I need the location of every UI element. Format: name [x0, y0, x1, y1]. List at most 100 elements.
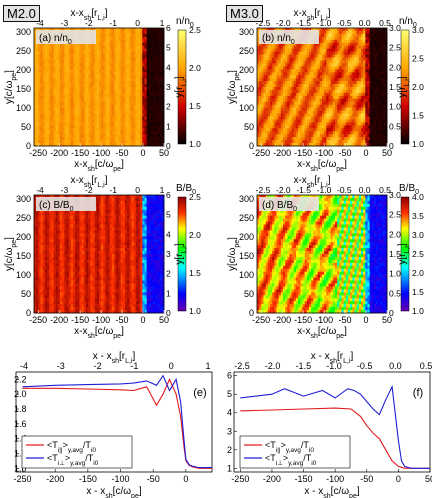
heatmap-cell — [70, 78, 74, 82]
heatmap-cell — [278, 57, 282, 61]
heatmap-cell — [140, 36, 143, 41]
heatmap-cell — [90, 107, 93, 111]
heatmap-cell — [129, 84, 132, 88]
heatmap-cell — [133, 122, 137, 126]
y-tick-label: 150 — [239, 84, 254, 94]
heatmap-cell — [363, 107, 366, 111]
heatmap-cell — [376, 113, 379, 117]
heatmap-cell — [79, 140, 82, 144]
heatmap-cell — [92, 51, 95, 55]
heatmap-cell — [365, 78, 368, 82]
heatmap-cell — [274, 57, 277, 61]
heatmap-cell — [363, 128, 366, 132]
heatmap-cell — [356, 28, 360, 32]
heatmap-cell — [112, 137, 115, 141]
heatmap-cell — [92, 125, 95, 129]
heatmap-cell — [335, 128, 338, 132]
heatmap-cell — [86, 81, 89, 85]
heatmap-cell — [280, 81, 284, 85]
heatmap-cell — [94, 125, 98, 129]
heatmap-cell — [367, 42, 370, 46]
heatmap-cell — [298, 48, 301, 52]
heatmap-cell — [324, 134, 327, 138]
heatmap-cell — [302, 98, 305, 103]
heatmap-cell — [354, 84, 357, 88]
heatmap-cell — [343, 45, 347, 49]
heatmap-cell — [94, 66, 98, 70]
heatmap-cell — [335, 72, 338, 76]
heatmap-cell — [64, 92, 67, 97]
heatmap-cell — [105, 140, 108, 144]
heatmap-cell — [309, 122, 312, 126]
heatmap-cell — [155, 63, 158, 67]
heatmap-cell — [330, 87, 334, 91]
heatmap-cell — [77, 95, 80, 100]
heatmap-cell — [125, 81, 128, 85]
heatmap-cell — [79, 107, 82, 111]
heatmap-cell — [285, 45, 288, 49]
heatmap-cell — [309, 72, 312, 76]
heatmap-cell — [309, 66, 312, 70]
heatmap-cell — [313, 51, 316, 55]
heatmap-cell — [42, 78, 46, 82]
heatmap-cell — [44, 140, 48, 144]
heatmap-cell — [73, 87, 76, 91]
heatmap-cell — [304, 98, 308, 103]
heatmap-cell — [144, 137, 147, 141]
heatmap-cell — [53, 107, 56, 111]
heatmap-cell — [125, 95, 128, 100]
heatmap-cell — [49, 57, 52, 61]
heatmap-cell — [138, 28, 141, 32]
heatmap-cell — [367, 125, 370, 129]
y-tick-label: 300 — [16, 27, 31, 37]
heatmap-cell — [350, 42, 353, 46]
heatmap-cell — [356, 87, 360, 91]
heatmap-cell — [49, 143, 52, 147]
heatmap-cell — [148, 140, 152, 144]
heatmap-cell — [363, 92, 366, 97]
heatmap-cell — [62, 54, 65, 58]
heatmap-cell — [263, 131, 266, 135]
heatmap-cell — [296, 45, 299, 49]
heatmap-cell — [289, 137, 292, 141]
heatmap-cell — [384, 30, 388, 35]
heatmap-cell — [122, 137, 126, 141]
heatmap-cell — [278, 107, 282, 111]
heatmap-cell — [44, 92, 48, 97]
heatmap-cell — [296, 84, 299, 88]
heatmap-cell — [343, 39, 347, 44]
heatmap-cell — [332, 81, 336, 85]
heatmap-cell — [280, 48, 284, 52]
heatmap-cell — [127, 140, 130, 144]
heatmap-cell — [118, 30, 121, 35]
heatmap-cell — [319, 72, 323, 76]
heatmap-cell — [302, 89, 305, 94]
heatmap-cell — [369, 125, 373, 129]
heatmap-cell — [335, 84, 338, 88]
heatmap-cell — [125, 122, 128, 126]
heatmap-cell — [272, 87, 275, 91]
heatmap-cell — [371, 143, 375, 147]
heatmap-cell — [309, 48, 312, 52]
heatmap-cell — [57, 131, 61, 135]
heatmap-cell — [287, 131, 290, 135]
heatmap-cell — [34, 137, 37, 141]
heatmap-cell — [313, 87, 316, 91]
heatmap-cell — [118, 63, 121, 67]
heatmap-cell — [361, 110, 364, 114]
heatmap-cell — [73, 107, 76, 111]
heatmap-cell — [99, 101, 102, 105]
heatmap-cell — [330, 104, 334, 108]
heatmap-cell — [105, 72, 108, 76]
heatmap-cell — [138, 51, 141, 55]
heatmap-cell — [306, 63, 310, 67]
heatmap-cell — [148, 48, 152, 52]
heatmap-cell — [302, 84, 305, 88]
heatmap-cell — [92, 87, 95, 91]
heatmap-cell — [328, 28, 331, 32]
heatmap-cell — [125, 104, 128, 108]
heatmap-cell — [105, 54, 108, 58]
heatmap-cell — [157, 54, 160, 58]
heatmap-cell — [261, 125, 264, 129]
heatmap-cell — [34, 274, 37, 278]
